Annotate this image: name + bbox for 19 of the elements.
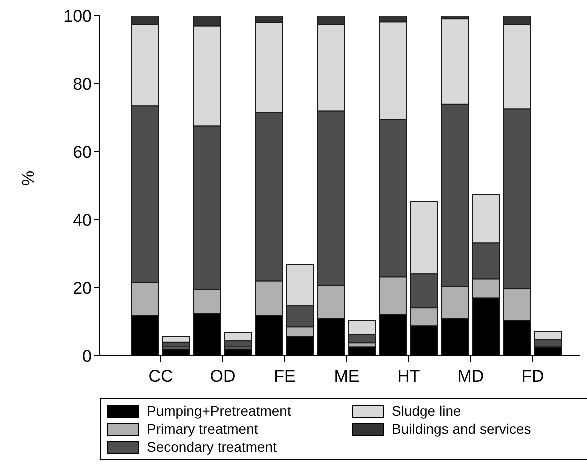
y-tick-label: 0 [82, 347, 92, 366]
y-tick-label: 100 [64, 7, 92, 26]
legend-label: Buildings and services [392, 421, 532, 437]
legend-label: Sludge line [392, 403, 462, 419]
x-tick-label: ME [334, 367, 360, 386]
x-tick-label: MD [458, 367, 484, 386]
x-tick-label: FE [274, 367, 296, 386]
y-axis-title: % [19, 170, 38, 186]
x-tick-label: HT [398, 367, 420, 386]
x-tick-label: OD [210, 367, 236, 386]
y-tick-label: 80 [73, 75, 92, 94]
legend-label: Pumping+Pretreatment [147, 403, 292, 419]
y-tick-label: 60 [73, 143, 92, 162]
legend-label: Primary treatment [147, 421, 258, 437]
x-tick-label: FD [522, 367, 544, 386]
x-tick-label: CC [148, 367, 174, 386]
legend-label: Secondary treatment [147, 439, 277, 455]
y-tick-label: 40 [73, 211, 92, 230]
y-tick-label: 20 [73, 279, 92, 298]
